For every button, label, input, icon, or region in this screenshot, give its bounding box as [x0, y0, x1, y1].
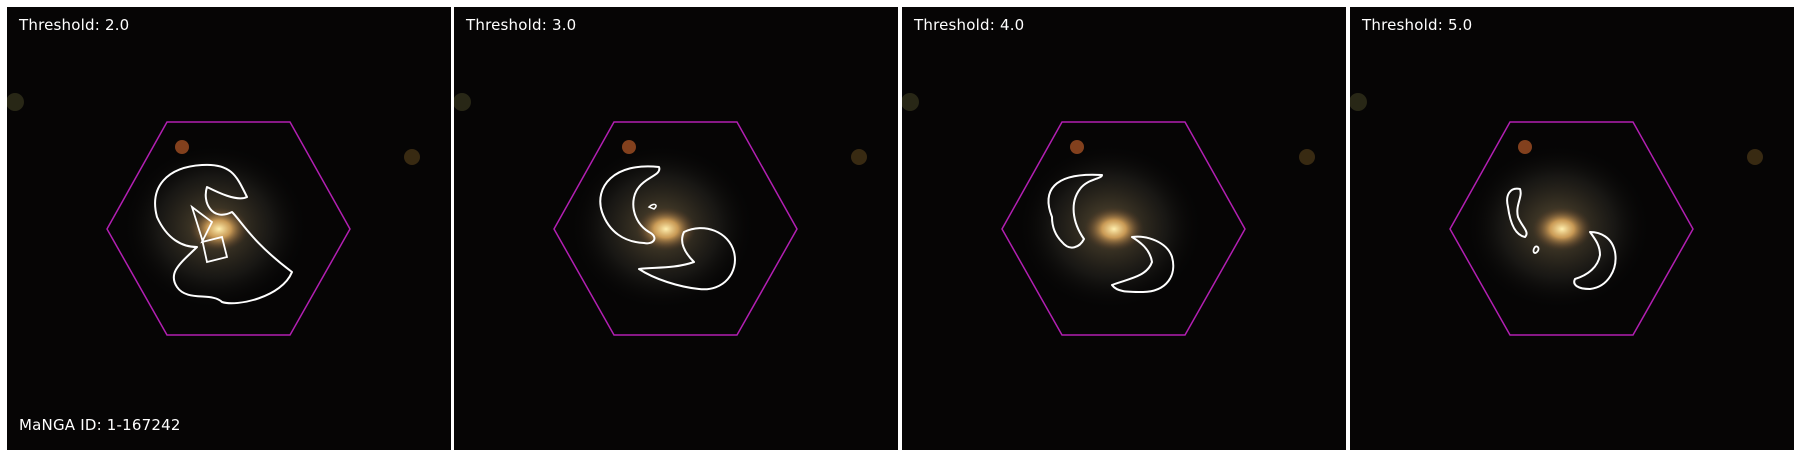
threshold-label: Threshold: 3.0 [466, 16, 577, 34]
manga-id-label: MaNGA ID: 1-167242 [19, 416, 181, 434]
ifu-hexagon [1449, 121, 1694, 336]
galaxy-image-panel: Threshold: 5.0 [1350, 7, 1794, 450]
galaxy-image-panel: Threshold: 3.0 [454, 7, 898, 450]
threshold-label: Threshold: 4.0 [914, 16, 1025, 34]
threshold-label: Threshold: 5.0 [1362, 16, 1473, 34]
contour-line [638, 227, 736, 291]
foreground-star [1747, 149, 1763, 165]
foreground-star [902, 93, 919, 111]
contour-line [1506, 187, 1528, 238]
contour-line [599, 165, 661, 245]
foreground-star [1518, 140, 1532, 154]
foreground-star [1350, 93, 1367, 111]
contour-line [647, 203, 657, 210]
galaxy-core [1532, 207, 1592, 251]
galaxy-core [636, 207, 696, 251]
contour-line [1573, 231, 1617, 290]
ifu-hexagon [1001, 121, 1246, 336]
galaxy-image [902, 7, 1346, 450]
threshold-label: Threshold: 2.0 [19, 16, 130, 34]
galaxy-image [7, 7, 451, 450]
galaxy-core [1084, 207, 1144, 251]
contour-line [1047, 173, 1103, 249]
galaxy-image [454, 7, 898, 450]
foreground-star [1070, 140, 1084, 154]
galaxy-image [1350, 7, 1794, 450]
galaxy-image-panel: Threshold: 4.0 [902, 7, 1346, 450]
galaxy-image-panel: Threshold: 2.0 MaNGA ID: 1-167242 [7, 7, 451, 450]
foreground-star [851, 149, 867, 165]
contour-line [154, 163, 293, 305]
foreground-star [1299, 149, 1315, 165]
foreground-star [7, 93, 24, 111]
contour-line [1532, 245, 1540, 254]
contour-line [1111, 235, 1175, 293]
foreground-star [404, 149, 420, 165]
foreground-star [622, 140, 636, 154]
ifu-hexagon [553, 121, 798, 336]
ifu-hexagon [106, 121, 351, 336]
foreground-star [454, 93, 471, 111]
contour-line [190, 204, 229, 264]
foreground-star [175, 140, 189, 154]
